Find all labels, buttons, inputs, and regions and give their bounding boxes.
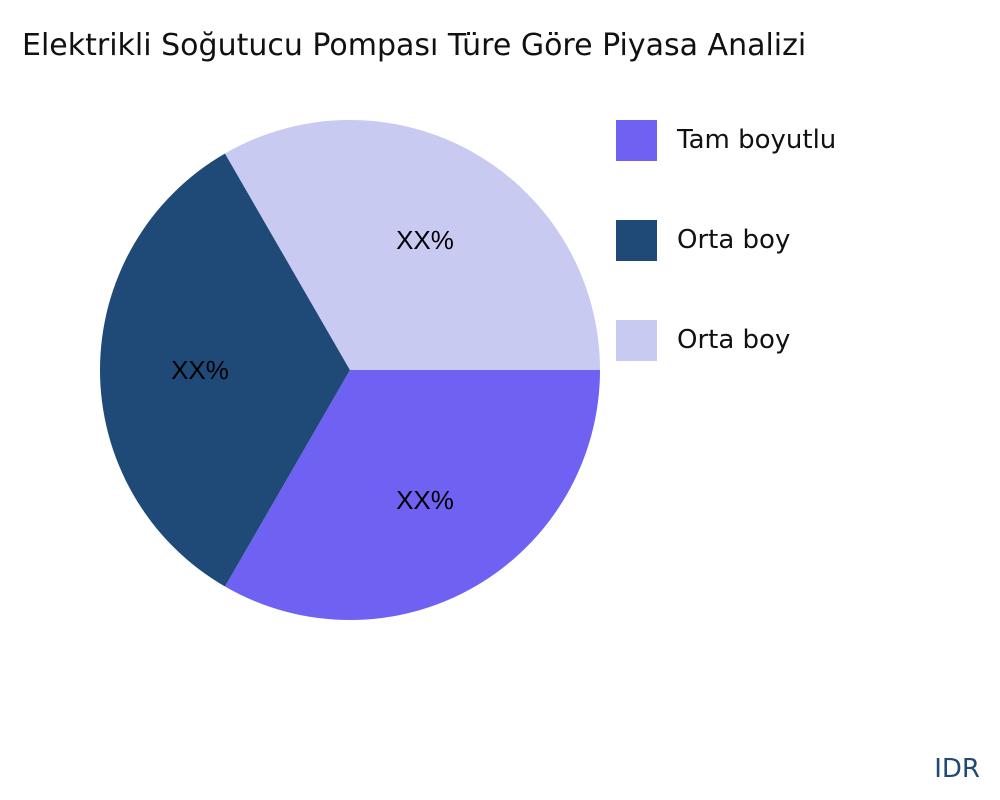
pie-slice-label-1: XX% xyxy=(171,355,229,385)
pie-slice-0 xyxy=(225,370,600,620)
legend-item-0: Tam boyutlu xyxy=(616,119,837,161)
legend-label: Orta boy xyxy=(677,325,791,355)
legend-swatch xyxy=(616,319,657,361)
pie-slice-2 xyxy=(225,119,600,370)
pie-slice-label-2: XX% xyxy=(396,225,454,255)
legend-label: Orta boy xyxy=(677,225,791,255)
legend-swatch xyxy=(616,219,657,261)
legend-swatch xyxy=(616,119,657,161)
legend-label: Tam boyutlu xyxy=(677,125,837,155)
brand-logo: IDR xyxy=(934,754,980,784)
legend-item-1: Orta boy xyxy=(616,219,791,261)
legend-item-2: Orta boy xyxy=(616,319,791,361)
pie-slice-label-0: XX% xyxy=(396,485,454,515)
chart-title: Elektrikli Soğutucu Pompası Türe Göre Pi… xyxy=(22,28,807,63)
